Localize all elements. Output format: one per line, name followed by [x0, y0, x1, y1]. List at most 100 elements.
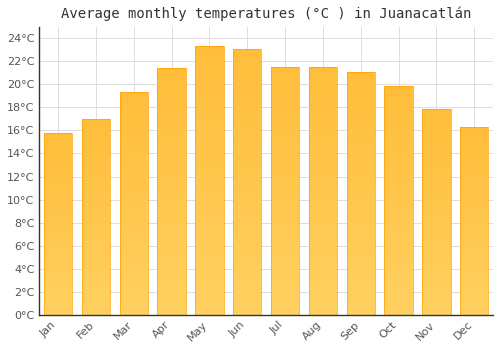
Bar	[346, 82, 375, 84]
Bar	[233, 307, 262, 309]
Bar	[120, 128, 148, 130]
Bar	[196, 116, 224, 119]
Bar	[271, 213, 300, 216]
Bar	[82, 252, 110, 254]
Bar	[422, 113, 450, 115]
Bar	[196, 296, 224, 299]
Bar	[460, 127, 488, 129]
Bar	[44, 204, 72, 205]
Bar	[158, 256, 186, 258]
Bar	[158, 76, 186, 78]
Bar	[82, 287, 110, 289]
Bar	[422, 282, 450, 284]
Bar	[422, 253, 450, 255]
Bar	[422, 210, 450, 212]
Bar	[422, 129, 450, 131]
Bar	[271, 112, 300, 114]
Bar	[308, 263, 337, 265]
Bar	[422, 307, 450, 309]
Bar	[346, 201, 375, 203]
Bar	[422, 234, 450, 236]
Bar	[384, 285, 412, 287]
Bar	[82, 295, 110, 297]
Bar	[196, 89, 224, 92]
Bar	[346, 86, 375, 89]
Bar	[308, 132, 337, 134]
Bar	[44, 228, 72, 229]
Bar	[308, 166, 337, 169]
Bar	[384, 85, 412, 315]
Bar	[346, 186, 375, 188]
Bar	[158, 302, 186, 305]
Bar	[271, 109, 300, 112]
Bar	[196, 248, 224, 250]
Bar	[422, 284, 450, 286]
Bar	[44, 240, 72, 242]
Bar	[308, 253, 337, 256]
Bar	[384, 264, 412, 267]
Bar	[308, 258, 337, 260]
Bar	[196, 280, 224, 282]
Bar	[233, 272, 262, 275]
Bar	[271, 206, 300, 208]
Bar	[233, 248, 262, 251]
Bar	[233, 232, 262, 235]
Bar	[308, 206, 337, 208]
Bar	[196, 49, 224, 52]
Bar	[196, 272, 224, 274]
Bar	[82, 227, 110, 229]
Bar	[308, 270, 337, 273]
Bar	[158, 115, 186, 118]
Bar	[158, 95, 186, 98]
Bar	[460, 241, 488, 243]
Bar	[158, 83, 186, 85]
Bar	[120, 212, 148, 215]
Bar	[460, 253, 488, 255]
Bar	[158, 177, 186, 179]
Bar	[346, 293, 375, 295]
Bar	[82, 256, 110, 258]
Bar	[346, 103, 375, 106]
Bar	[346, 72, 375, 74]
Bar	[196, 151, 224, 154]
Bar	[120, 304, 148, 306]
Bar	[271, 245, 300, 248]
Bar	[82, 209, 110, 211]
Bar	[44, 189, 72, 191]
Bar	[271, 228, 300, 231]
Bar	[196, 199, 224, 202]
Bar	[120, 239, 148, 241]
Bar	[271, 310, 300, 312]
Bar	[460, 255, 488, 257]
Bar	[308, 92, 337, 94]
Bar	[460, 303, 488, 306]
Bar	[271, 139, 300, 141]
Bar	[271, 188, 300, 191]
Bar	[460, 136, 488, 138]
Bar	[308, 82, 337, 84]
Bar	[346, 130, 375, 132]
Bar	[44, 155, 72, 156]
Bar	[271, 136, 300, 139]
Bar	[384, 262, 412, 264]
Bar	[158, 157, 186, 160]
Bar	[422, 173, 450, 175]
Bar	[196, 218, 224, 221]
Bar	[158, 164, 186, 167]
Bar	[196, 78, 224, 81]
Bar	[196, 130, 224, 132]
Bar	[82, 119, 110, 121]
Bar	[384, 230, 412, 232]
Bar	[196, 124, 224, 127]
Bar	[158, 110, 186, 113]
Bar	[233, 168, 262, 171]
Bar	[82, 205, 110, 207]
Bar	[460, 302, 488, 303]
Bar	[233, 270, 262, 272]
Bar	[271, 82, 300, 84]
Bar	[422, 304, 450, 307]
Bar	[346, 154, 375, 157]
Bar	[346, 305, 375, 308]
Bar	[196, 113, 224, 116]
Bar	[196, 46, 224, 49]
